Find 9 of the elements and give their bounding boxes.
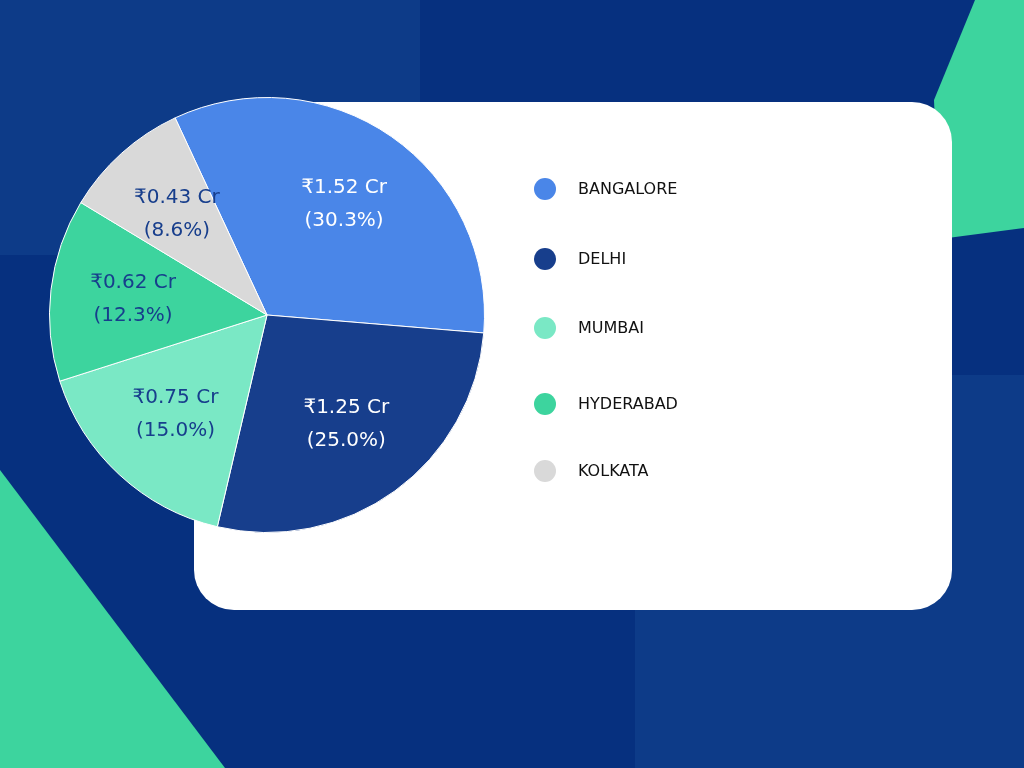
legend-label: KOLKATA [578, 461, 649, 481]
legend-label: HYDERABAD [578, 394, 678, 414]
legend-label: DELHI [578, 249, 627, 269]
legend-label: MUMBAI [578, 318, 644, 338]
legend-label: BANGALORE [578, 179, 678, 199]
data-label: ₹1.25 Cr (25.0%) [303, 393, 390, 451]
data-label: ₹0.62 Cr (12.3%) [90, 268, 177, 326]
data-label: ₹0.75 Cr (15.0%) [132, 383, 220, 441]
data-label: ₹1.52 Cr (30.3%) [301, 174, 388, 232]
